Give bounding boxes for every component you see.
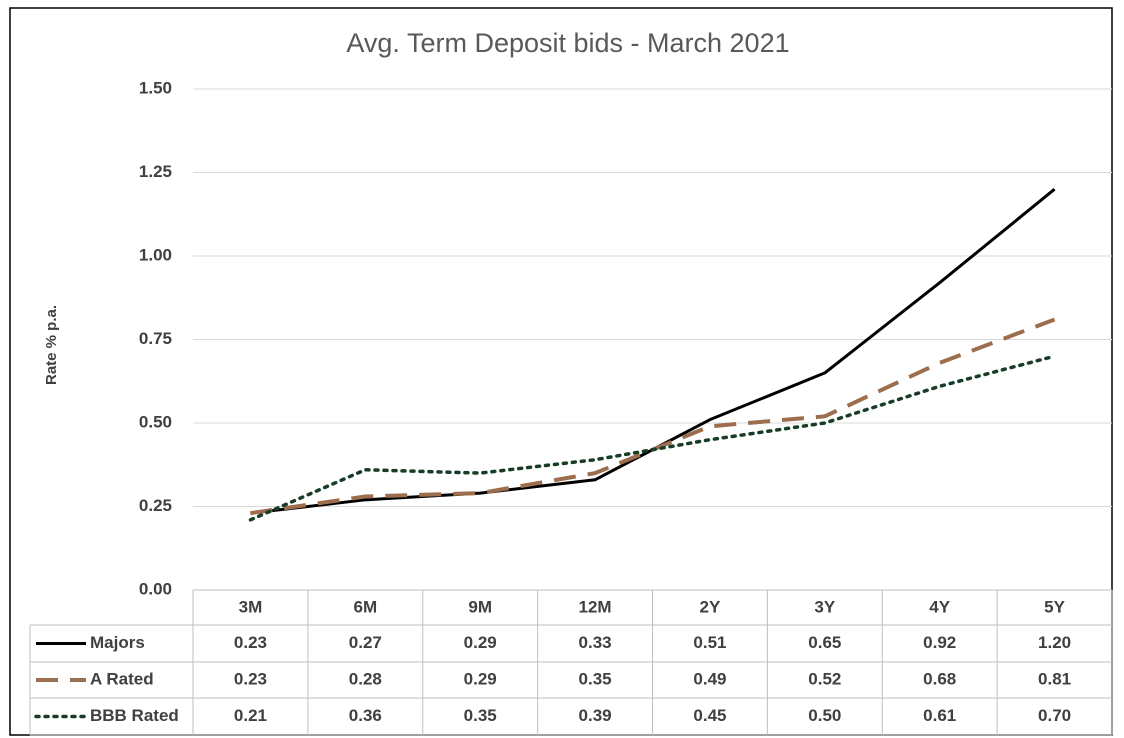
- chart-border: [9, 7, 1113, 736]
- table-value: 0.29: [464, 669, 497, 688]
- table-value: 0.28: [349, 669, 382, 688]
- table-value: 0.29: [464, 633, 497, 652]
- x-tick-label: 2Y: [700, 597, 721, 616]
- x-tick-label: 3Y: [814, 597, 835, 616]
- y-tick-label: 1.25: [139, 162, 172, 181]
- chart-title: Avg. Term Deposit bids - March 2021: [346, 28, 789, 58]
- table-value: 0.35: [579, 669, 612, 688]
- table-value: 0.65: [808, 633, 841, 652]
- x-tick-label: 12M: [579, 597, 612, 616]
- table-value: 0.52: [808, 669, 841, 688]
- y-tick-label: 1.00: [139, 245, 172, 264]
- y-tick-label: 0.50: [139, 412, 172, 431]
- table-value: 0.39: [579, 706, 612, 725]
- y-tick-label: 0.75: [139, 329, 172, 348]
- table-value: 0.61: [923, 706, 956, 725]
- table-value: 0.23: [234, 669, 267, 688]
- table-value: 0.70: [1038, 706, 1071, 725]
- x-tick-label: 5Y: [1044, 597, 1065, 616]
- legend-label: Majors: [90, 633, 145, 652]
- table-value: 0.45: [693, 706, 726, 725]
- x-tick-label: 9M: [468, 597, 492, 616]
- table-value: 0.35: [464, 706, 497, 725]
- y-tick-label: 1.50: [139, 78, 172, 97]
- table-value: 0.49: [693, 669, 726, 688]
- table-value: 1.20: [1038, 633, 1071, 652]
- table-value: 0.33: [579, 633, 612, 652]
- table-value: 0.21: [234, 706, 267, 725]
- y-axis-label: Rate % p.a.: [43, 305, 60, 385]
- table-value: 0.23: [234, 633, 267, 652]
- table-value: 0.92: [923, 633, 956, 652]
- legend-label: BBB Rated: [90, 706, 179, 725]
- table-value: 0.81: [1038, 669, 1071, 688]
- x-tick-label: 4Y: [929, 597, 950, 616]
- table-value: 0.51: [693, 633, 726, 652]
- table-value: 0.68: [923, 669, 956, 688]
- y-tick-label: 0.00: [139, 579, 172, 598]
- x-tick-label: 3M: [239, 597, 263, 616]
- series-line: [248, 354, 1057, 522]
- x-tick-label: 6M: [354, 597, 378, 616]
- table-value: 0.50: [808, 706, 841, 725]
- legend-label: A Rated: [90, 669, 154, 688]
- y-tick-label: 0.25: [139, 496, 172, 515]
- table-value: 0.36: [349, 706, 382, 725]
- table-value: 0.27: [349, 633, 382, 652]
